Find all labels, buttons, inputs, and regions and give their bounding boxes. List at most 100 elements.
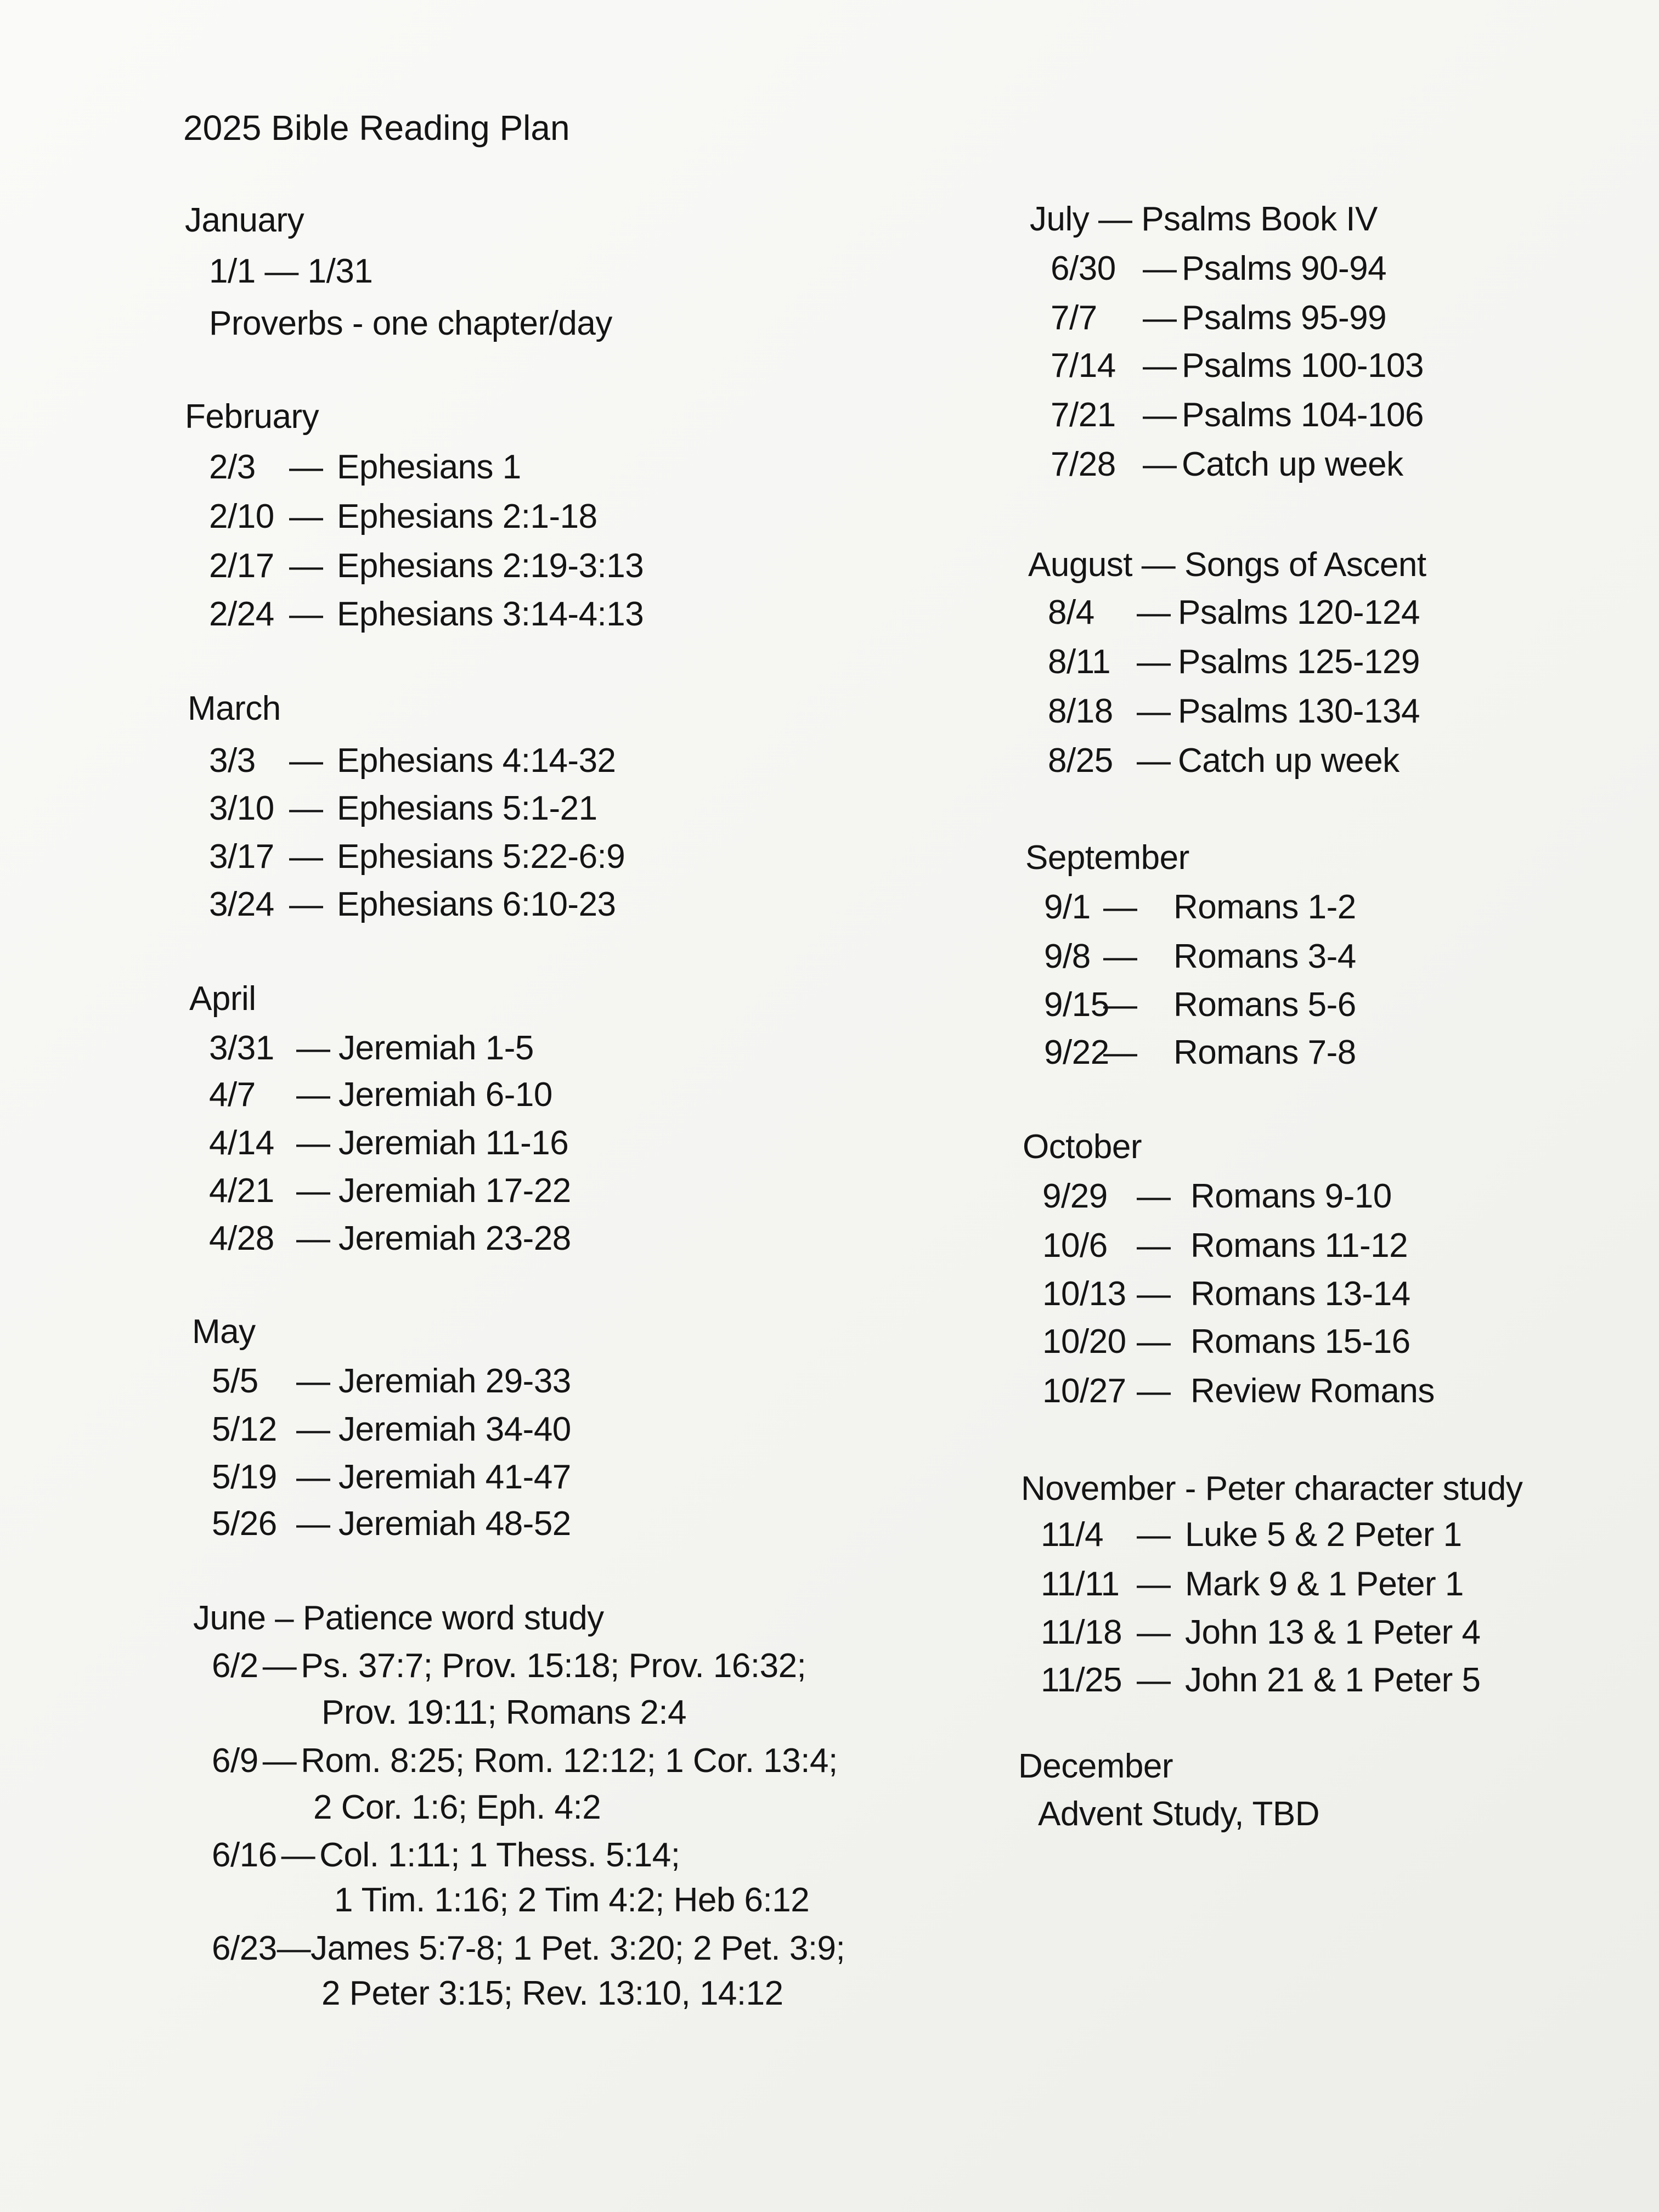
- month-heading: August — Songs of Ascent: [1028, 546, 1426, 584]
- entry-reading: Ephesians 6:10-23: [337, 885, 616, 923]
- entry-date: 3/31: [209, 1029, 274, 1067]
- reading-entry: 6/23—James 5:7-8; 1 Pet. 3:20; 2 Pet. 3:…: [212, 1928, 845, 1970]
- entry-reading-continuation: 2 Peter 3:15; Rev. 13:10, 14:12: [321, 1974, 783, 2012]
- entry-reading: Catch up week: [1182, 445, 1403, 483]
- entry-separator: —: [289, 448, 323, 486]
- entry-reading: Jeremiah 17-22: [338, 1172, 571, 1210]
- month-heading: December: [1018, 1747, 1173, 1785]
- entry-reading: Jeremiah 48-52: [338, 1505, 571, 1543]
- entry-separator: —: [296, 1220, 330, 1257]
- entry-separator: —: [296, 1172, 330, 1210]
- entry-date: 7/7: [1051, 299, 1097, 337]
- entry-date: 4/14: [209, 1124, 274, 1162]
- entry-separator: —: [296, 1124, 330, 1162]
- plan-line: Advent Study, TBD: [1038, 1795, 1320, 1833]
- entry-date: 10/20: [1042, 1323, 1126, 1361]
- entry-reading: Ephesians 3:14-4:13: [337, 595, 644, 633]
- entry-reading: James 5:7-8; 1 Pet. 3:20; 2 Pet. 3:9;: [311, 1929, 845, 1967]
- entry-separator: —: [1103, 938, 1137, 975]
- month-heading: February: [185, 398, 319, 436]
- month-heading: September: [1025, 839, 1189, 877]
- entry-separator: —: [296, 1458, 330, 1496]
- entry-date: 2/24: [209, 595, 274, 633]
- entry-reading: Jeremiah 1-5: [338, 1029, 534, 1067]
- entry-separator: —: [1137, 1177, 1171, 1215]
- entry-separator: —: [1137, 1227, 1171, 1265]
- entry-separator: —: [276, 1929, 311, 1967]
- month-heading: March: [188, 690, 281, 727]
- entry-separator: —: [1137, 692, 1171, 730]
- month-heading: October: [1023, 1128, 1142, 1166]
- entry-date: 5/19: [212, 1458, 277, 1496]
- entry-separator: —: [1143, 250, 1177, 287]
- entry-date: 9/22: [1044, 1034, 1109, 1071]
- entry-separator: —: [262, 1742, 297, 1780]
- entry-date: 9/1: [1044, 888, 1091, 926]
- entry-reading: Ps. 37:7; Prov. 15:18; Prov. 16:32;: [301, 1647, 806, 1685]
- entry-reading: Review Romans: [1190, 1372, 1435, 1410]
- reading-entry: 6/2— Ps. 37:7; Prov. 15:18; Prov. 16:32;: [212, 1645, 806, 1687]
- entry-reading: Romans 7-8: [1173, 1034, 1356, 1071]
- entry-reading: Rom. 8:25; Rom. 12:12; 1 Cor. 13:4;: [301, 1742, 838, 1780]
- entry-reading: Jeremiah 11-16: [338, 1124, 569, 1162]
- entry-date: 3/10: [209, 789, 274, 827]
- entry-date: 4/7: [209, 1076, 256, 1114]
- entry-reading: Ephesians 1: [337, 448, 521, 486]
- entry-separator: —: [296, 1029, 330, 1067]
- entry-date: 10/27: [1042, 1372, 1126, 1410]
- entry-separator: —: [1137, 1323, 1171, 1361]
- entry-reading: Romans 1-2: [1173, 888, 1356, 926]
- entry-reading: Psalms 100-103: [1182, 347, 1424, 385]
- entry-separator: —: [1143, 347, 1177, 385]
- entry-date: 11/4: [1041, 1516, 1104, 1554]
- entry-separator: —: [1137, 1516, 1171, 1554]
- entry-reading: Jeremiah 29-33: [338, 1362, 571, 1400]
- entry-date: 7/14: [1051, 347, 1116, 385]
- entry-date: 5/5: [212, 1362, 258, 1400]
- entry-separator: —: [1103, 1034, 1137, 1071]
- entry-separator: —: [1143, 299, 1177, 337]
- entry-separator: —: [1143, 396, 1177, 434]
- entry-separator: —: [1137, 1372, 1171, 1410]
- entry-separator: —: [1137, 594, 1171, 631]
- entry-date: 2/3: [209, 448, 256, 486]
- entry-separator: —: [289, 742, 323, 780]
- entry-date: 5/26: [212, 1505, 277, 1543]
- entry-date: 8/25: [1048, 742, 1113, 780]
- entry-date: 8/4: [1048, 594, 1094, 631]
- entry-separator: —: [289, 789, 323, 827]
- entry-date: 9/15: [1044, 986, 1109, 1024]
- entry-reading: Psalms 104-106: [1182, 396, 1424, 434]
- entry-date: 3/24: [209, 885, 274, 923]
- entry-date: 2/17: [209, 547, 274, 585]
- entry-reading: Romans 15-16: [1190, 1323, 1410, 1361]
- entry-reading: Ephesians 4:14-32: [337, 742, 616, 780]
- entry-separator: —: [1137, 1565, 1171, 1603]
- page-title: 2025 Bible Reading Plan: [183, 108, 570, 148]
- entry-separator: —: [1137, 1613, 1171, 1651]
- entry-reading-continuation: Prov. 19:11; Romans 2:4: [321, 1694, 687, 1731]
- entry-separator: —: [289, 838, 323, 876]
- entry-reading: Romans 5-6: [1173, 986, 1356, 1024]
- month-heading: June – Patience word study: [193, 1599, 604, 1637]
- entry-reading: Mark 9 & 1 Peter 1: [1185, 1565, 1464, 1603]
- entry-separator: —: [1103, 986, 1137, 1024]
- entry-reading: Catch up week: [1178, 742, 1400, 780]
- entry-date: 11/18: [1041, 1613, 1122, 1651]
- entry-date: 5/12: [212, 1410, 277, 1448]
- entry-date: 3/3: [209, 742, 256, 780]
- entry-reading: Jeremiah 41-47: [338, 1458, 571, 1496]
- entry-reading: Col. 1:11; 1 Thess. 5:14;: [319, 1836, 680, 1874]
- entry-date: 11/25: [1041, 1661, 1122, 1699]
- entry-date: 6/9: [212, 1742, 258, 1780]
- entry-reading: Jeremiah 23-28: [338, 1220, 571, 1257]
- entry-separator: —: [296, 1505, 330, 1543]
- entry-date: 9/8: [1044, 938, 1091, 975]
- entry-date: 7/28: [1051, 445, 1116, 483]
- entry-date: 6/23: [212, 1929, 277, 1967]
- entry-reading-continuation: 2 Cor. 1:6; Eph. 4:2: [313, 1788, 601, 1826]
- entry-separator: —: [1143, 445, 1177, 483]
- entry-separator: —: [296, 1076, 330, 1114]
- entry-date: 7/21: [1051, 396, 1116, 434]
- entry-reading: Ephesians 2:1-18: [337, 498, 597, 535]
